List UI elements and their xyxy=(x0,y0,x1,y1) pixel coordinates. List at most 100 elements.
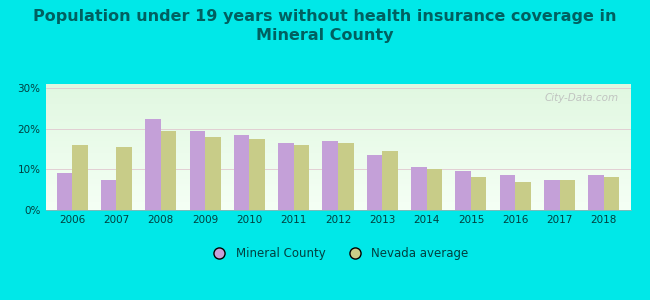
Bar xyxy=(46,152,630,153)
Bar xyxy=(46,124,630,126)
Bar xyxy=(46,93,630,94)
Bar xyxy=(46,173,630,175)
Bar xyxy=(46,181,630,182)
Bar xyxy=(46,195,630,196)
Bar xyxy=(46,196,630,197)
Bar xyxy=(46,107,630,108)
Bar xyxy=(46,180,630,181)
Bar xyxy=(46,177,630,178)
Bar xyxy=(294,145,309,210)
Bar xyxy=(46,97,630,98)
Bar xyxy=(46,108,630,109)
Bar xyxy=(338,143,354,210)
Bar xyxy=(46,136,630,137)
Bar xyxy=(46,172,630,173)
Bar xyxy=(46,138,630,140)
Text: City-Data.com: City-Data.com xyxy=(545,93,619,103)
Bar xyxy=(161,131,176,210)
Bar xyxy=(46,171,630,172)
Bar xyxy=(46,100,630,102)
Bar xyxy=(46,158,630,160)
Bar xyxy=(190,131,205,210)
Text: Population under 19 years without health insurance coverage in
Mineral County: Population under 19 years without health… xyxy=(33,9,617,43)
Bar xyxy=(46,208,630,209)
Bar xyxy=(46,189,630,190)
Bar xyxy=(46,112,630,113)
Bar xyxy=(46,165,630,166)
Bar xyxy=(604,178,619,210)
Bar xyxy=(322,141,338,210)
Bar xyxy=(46,149,630,151)
Bar xyxy=(46,162,630,164)
Bar xyxy=(46,132,630,133)
Bar xyxy=(116,147,132,210)
Bar xyxy=(46,204,630,205)
Bar xyxy=(205,137,220,210)
Bar xyxy=(46,130,630,132)
Bar xyxy=(46,170,630,171)
Bar xyxy=(57,173,72,210)
Bar xyxy=(46,134,630,136)
Bar xyxy=(46,200,630,201)
Bar xyxy=(46,94,630,95)
Bar xyxy=(46,117,630,118)
Bar xyxy=(46,129,630,130)
Bar xyxy=(46,105,630,107)
Bar xyxy=(560,179,575,210)
Bar xyxy=(145,118,161,210)
Bar xyxy=(46,194,630,195)
Bar xyxy=(46,157,630,158)
Bar xyxy=(46,178,630,180)
Bar xyxy=(46,98,630,99)
Bar xyxy=(46,90,630,92)
Bar xyxy=(46,148,630,149)
Bar xyxy=(46,145,630,146)
Bar xyxy=(46,118,630,119)
Bar xyxy=(46,146,630,147)
Bar xyxy=(46,192,630,194)
Bar xyxy=(46,161,630,162)
Bar xyxy=(46,143,630,145)
Bar xyxy=(46,154,630,156)
Bar xyxy=(46,119,630,121)
Bar xyxy=(46,104,630,105)
Bar xyxy=(46,168,630,170)
Bar xyxy=(46,127,630,128)
Bar xyxy=(46,160,630,161)
Bar xyxy=(46,151,630,152)
Bar xyxy=(101,179,116,210)
Bar xyxy=(46,92,630,93)
Bar xyxy=(500,176,515,210)
Bar xyxy=(46,176,630,177)
Bar xyxy=(46,126,630,127)
Bar xyxy=(46,102,630,103)
Bar xyxy=(72,145,88,210)
Bar xyxy=(46,142,630,143)
Bar xyxy=(46,113,630,114)
Bar xyxy=(456,171,471,210)
Bar xyxy=(46,205,630,206)
Bar xyxy=(46,191,630,192)
Bar xyxy=(278,143,294,210)
Bar xyxy=(46,85,630,86)
Bar xyxy=(46,141,630,142)
Bar xyxy=(46,153,630,154)
Bar xyxy=(46,121,630,122)
Bar xyxy=(46,164,630,165)
Bar xyxy=(46,122,630,123)
Bar xyxy=(46,201,630,202)
Bar xyxy=(234,135,250,210)
Bar xyxy=(471,178,486,210)
Bar xyxy=(46,187,630,189)
Bar xyxy=(46,133,630,134)
Bar xyxy=(46,190,630,191)
Bar xyxy=(46,128,630,129)
Bar xyxy=(46,114,630,116)
Bar xyxy=(46,184,630,185)
Bar xyxy=(382,151,398,210)
Bar xyxy=(46,199,630,200)
Bar xyxy=(46,99,630,100)
Bar xyxy=(46,175,630,176)
Bar xyxy=(250,139,265,210)
Bar xyxy=(46,116,630,117)
